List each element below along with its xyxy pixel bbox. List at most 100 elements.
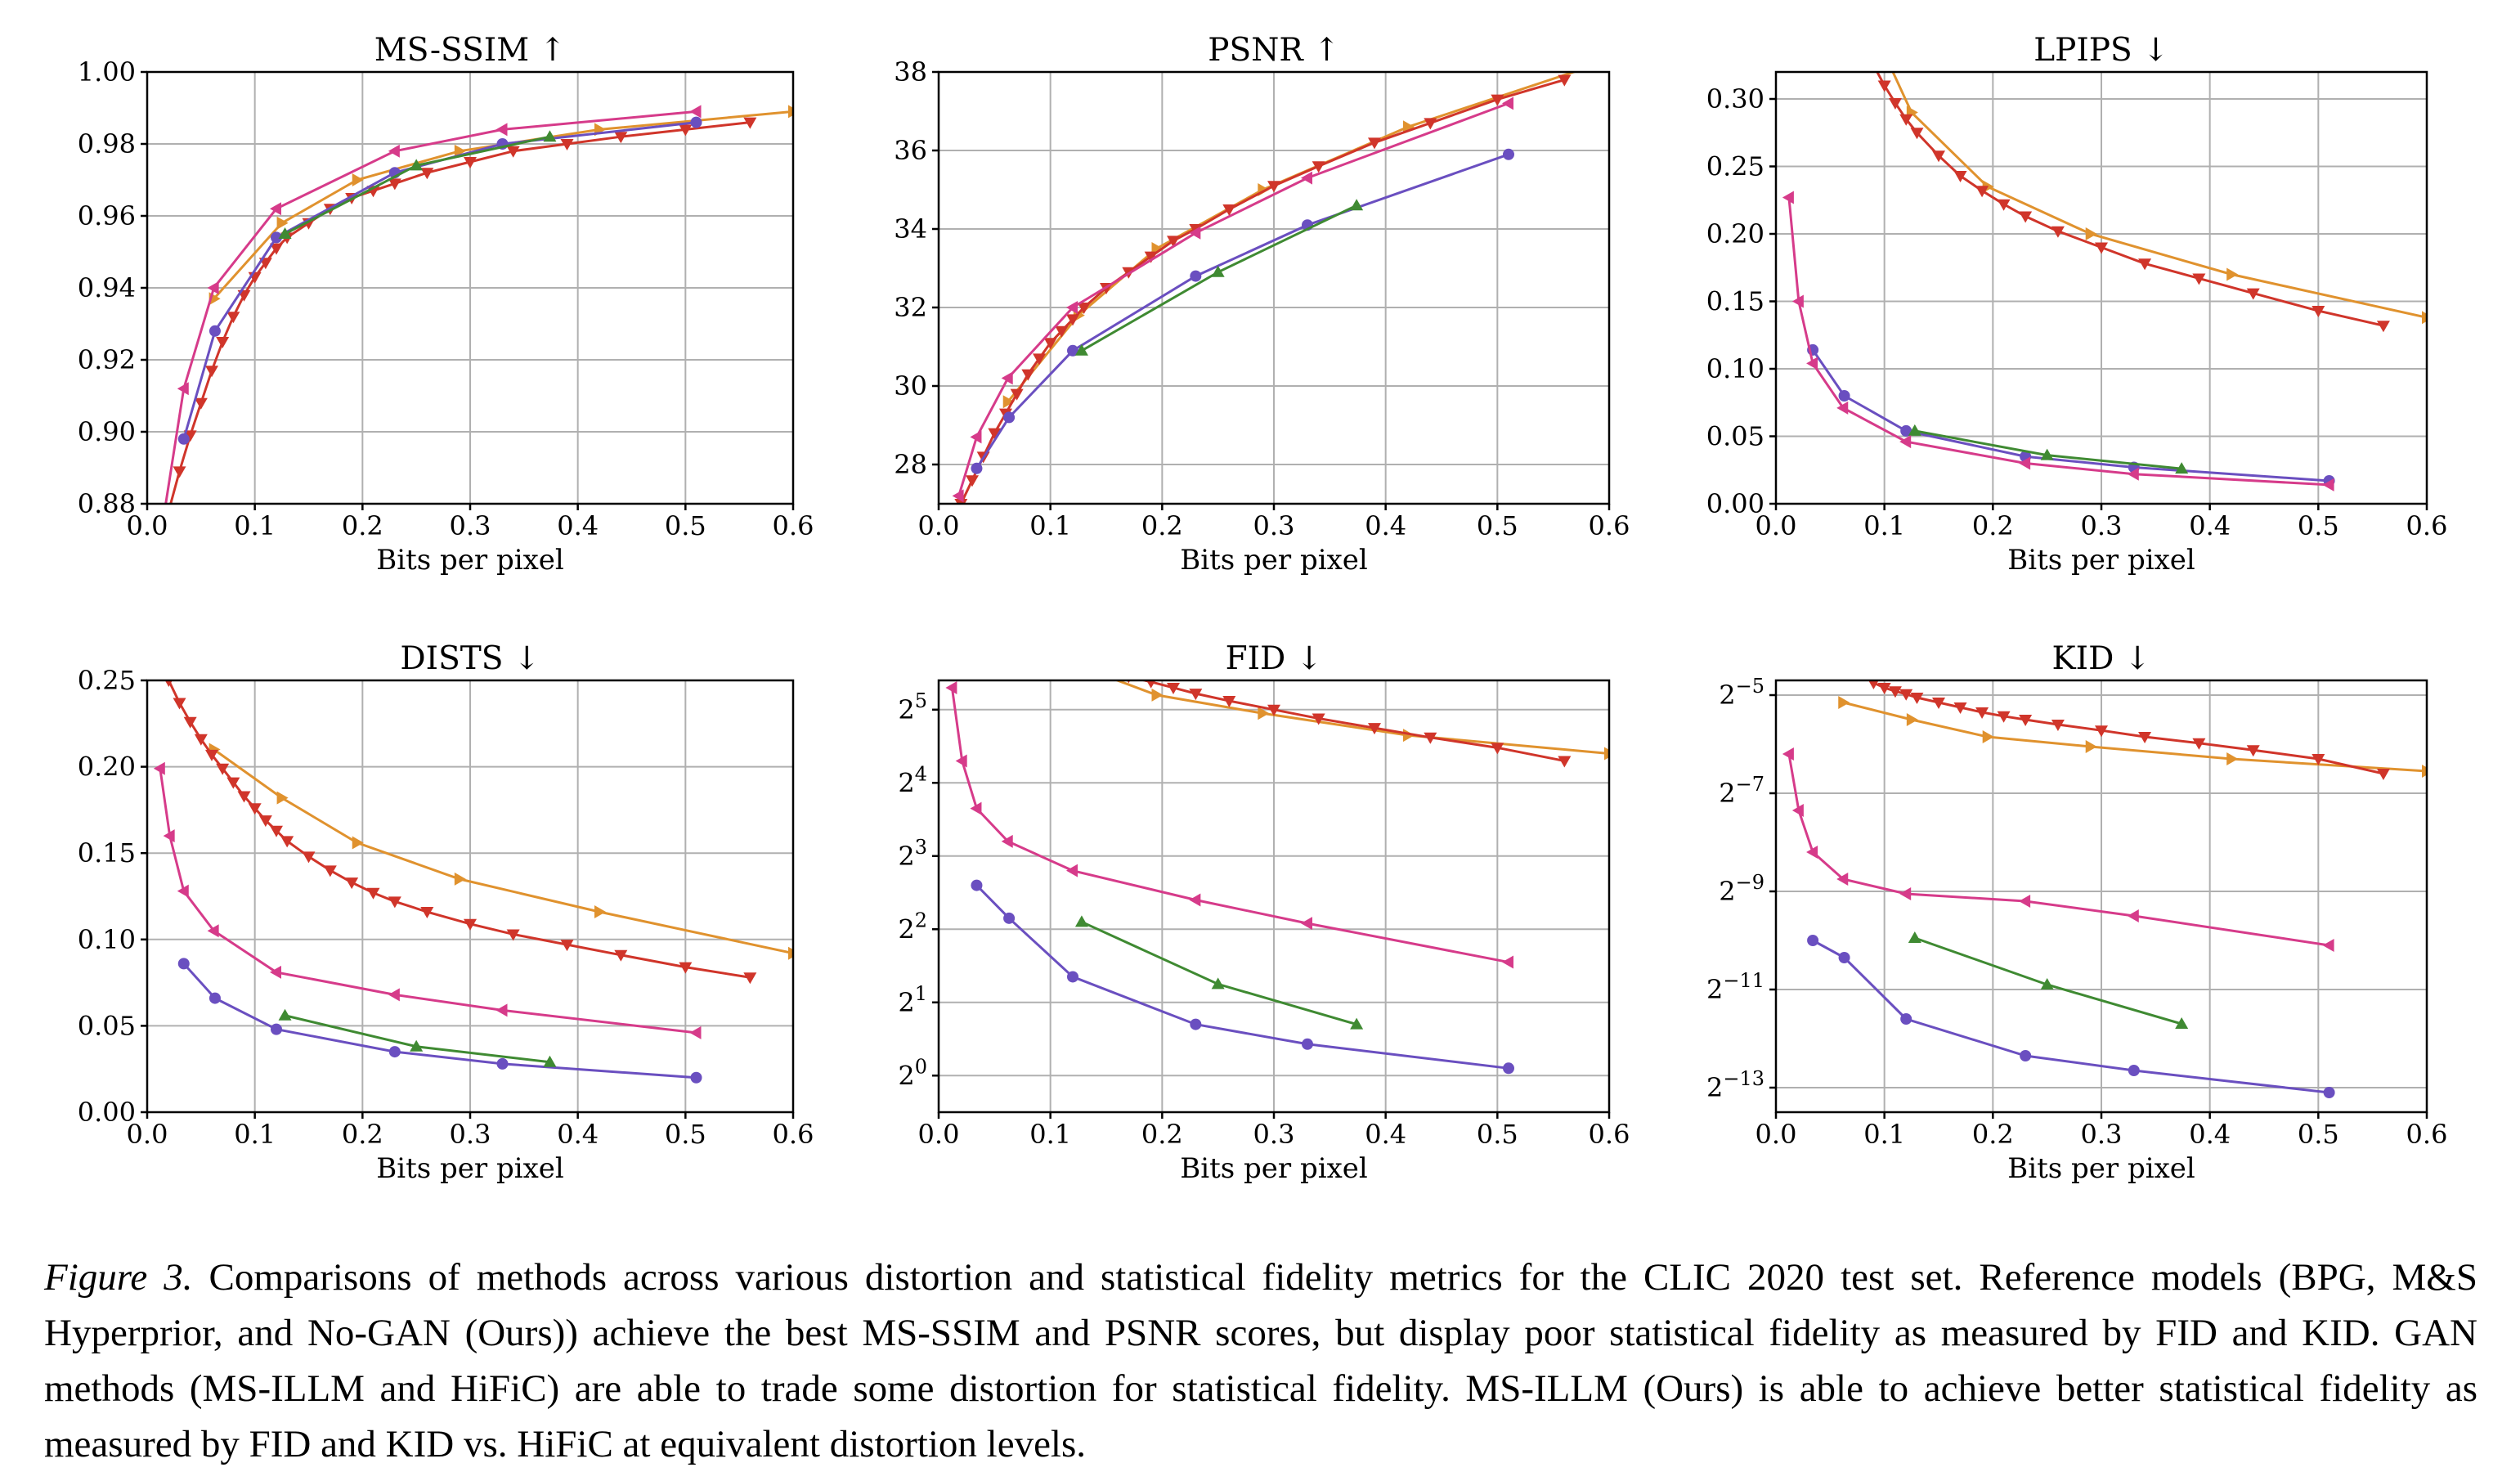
data-point bbox=[464, 157, 477, 168]
x-tick-label: 0.1 bbox=[234, 510, 276, 541]
data-point bbox=[1403, 729, 1415, 743]
data-point bbox=[1151, 688, 1164, 702]
data-point bbox=[1867, 61, 1880, 72]
y-tick-label: 0.92 bbox=[78, 344, 136, 375]
data-point bbox=[506, 146, 520, 158]
data-point bbox=[205, 366, 218, 378]
data-point bbox=[302, 851, 316, 864]
data-point bbox=[410, 1039, 424, 1052]
y-tick-label: 32 bbox=[894, 292, 927, 323]
data-point bbox=[690, 1071, 702, 1084]
data-point bbox=[1491, 94, 1504, 106]
series-line-5 bbox=[1787, 753, 2329, 947]
data-point bbox=[271, 1023, 282, 1035]
data-point bbox=[614, 132, 628, 144]
x-tick-label: 0.1 bbox=[234, 1119, 276, 1150]
y-tick-label: 0.25 bbox=[78, 665, 136, 696]
series-line-1 bbox=[1842, 701, 2427, 773]
x-tick-label: 0.3 bbox=[450, 1119, 491, 1150]
data-point bbox=[1503, 148, 1514, 160]
data-point bbox=[955, 754, 967, 768]
data-point bbox=[1888, 686, 1902, 698]
y-tick-label: 2−11 bbox=[1706, 969, 1764, 1005]
x-tick-label: 0.0 bbox=[918, 1119, 960, 1150]
y-tick-label: 21 bbox=[898, 982, 927, 1018]
data-point bbox=[164, 680, 173, 687]
data-point bbox=[270, 243, 283, 255]
y-tick-label: 0.15 bbox=[1706, 286, 1764, 317]
data-point bbox=[1953, 171, 1967, 183]
data-point bbox=[971, 879, 983, 891]
chart-panel-4: 0.0 0.1 0.2 0.3 0.4 0.5 0.6 0.00 0.05 0.10 0.15 0.2… bbox=[78, 640, 814, 1185]
y-tick-label: 0.00 bbox=[1706, 488, 1764, 519]
chart-title: FID ↓ bbox=[1226, 640, 1323, 677]
data-point bbox=[2226, 267, 2239, 281]
series-group bbox=[945, 680, 1609, 1075]
data-point bbox=[689, 1025, 702, 1039]
y-tick-label: 0.05 bbox=[1706, 421, 1764, 452]
data-point bbox=[1877, 683, 1891, 694]
data-point bbox=[952, 489, 964, 503]
data-point bbox=[1190, 270, 1202, 282]
data-point bbox=[1211, 977, 1225, 990]
data-point bbox=[454, 144, 466, 158]
data-point bbox=[2019, 456, 2031, 470]
y-tick-label: 25 bbox=[898, 689, 927, 725]
y-tick-label: 0.20 bbox=[78, 752, 136, 783]
data-point bbox=[1002, 395, 1015, 409]
data-point bbox=[352, 836, 364, 850]
data-point bbox=[945, 680, 957, 694]
chart-panel-2: 0.0 0.1 0.2 0.3 0.4 0.5 0.6 28 30 32 34 36 38 PSNR ↑ B… bbox=[894, 32, 1630, 577]
data-point bbox=[1368, 723, 1381, 735]
data-point bbox=[1001, 371, 1013, 385]
caption-lead: Figure 3. bbox=[44, 1256, 193, 1299]
data-point bbox=[1189, 226, 1201, 240]
data-point bbox=[1856, 34, 1869, 45]
data-point bbox=[788, 105, 793, 119]
y-tick-label: 28 bbox=[894, 449, 927, 480]
data-point bbox=[1368, 137, 1381, 150]
x-tick-label: 0.5 bbox=[665, 510, 706, 541]
x-tick-label: 0.5 bbox=[2298, 510, 2339, 541]
chart-panel-1: 0.0 0.1 0.2 0.3 0.4 0.5 0.6 0.88 0.90 0.92 0.94 0.9… bbox=[78, 32, 814, 577]
x-tick-label: 0.4 bbox=[2189, 510, 2231, 541]
data-point bbox=[278, 1008, 292, 1021]
data-point bbox=[2020, 1050, 2032, 1061]
data-point bbox=[2422, 311, 2427, 325]
data-point bbox=[1190, 1018, 1202, 1030]
data-point bbox=[2127, 467, 2139, 481]
y-tick-label: 36 bbox=[894, 135, 927, 166]
data-point bbox=[194, 397, 208, 410]
x-tick-label: 0.1 bbox=[1029, 510, 1071, 541]
data-point bbox=[1791, 294, 1804, 308]
data-point bbox=[1267, 181, 1280, 193]
data-point bbox=[1838, 390, 1850, 402]
data-point bbox=[614, 949, 628, 962]
data-point bbox=[2040, 978, 2054, 990]
data-point bbox=[1067, 344, 1078, 357]
data-point bbox=[280, 836, 294, 848]
data-point bbox=[183, 430, 197, 442]
data-point bbox=[1033, 353, 1046, 366]
x-tick-label: 0.5 bbox=[1477, 1119, 1518, 1150]
data-point bbox=[788, 946, 793, 960]
data-point bbox=[970, 430, 982, 444]
x-tick-label: 0.4 bbox=[1365, 510, 1406, 541]
data-point bbox=[971, 462, 983, 474]
data-point bbox=[1838, 696, 1850, 709]
series-line-2 bbox=[169, 121, 751, 504]
x-tick-label: 0.2 bbox=[342, 1119, 383, 1150]
y-tick-label: 0.88 bbox=[78, 488, 136, 519]
data-point bbox=[1424, 732, 1437, 744]
y-tick-label: 0.96 bbox=[78, 200, 136, 231]
grid-lines bbox=[938, 71, 1610, 504]
x-tick-label: 0.5 bbox=[2298, 1119, 2339, 1150]
data-point bbox=[495, 1003, 508, 1017]
data-point bbox=[226, 312, 240, 324]
data-point bbox=[1836, 873, 1849, 886]
data-point bbox=[1074, 343, 1088, 356]
data-point bbox=[1403, 120, 1415, 134]
x-tick-label: 0.0 bbox=[918, 510, 960, 541]
series-line-1 bbox=[1891, 72, 2427, 319]
data-point bbox=[1953, 702, 1967, 714]
